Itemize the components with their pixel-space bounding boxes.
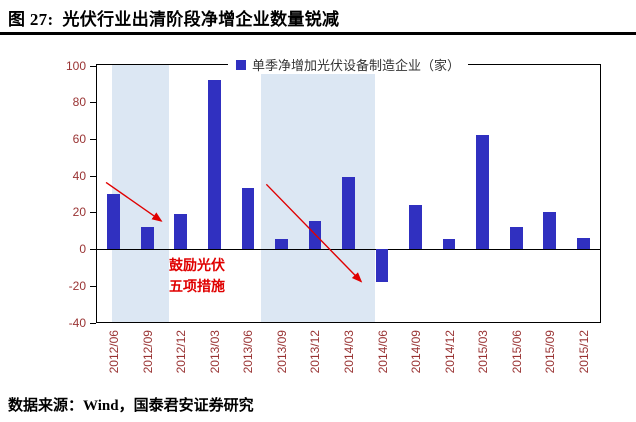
y-tick-label-40: 40 xyxy=(72,168,86,183)
x-tick-label-2013/06: 2013/06 xyxy=(241,330,256,374)
annotation-text: 鼓励光伏 五项措施 xyxy=(169,255,225,297)
x-tick-label-2012/12: 2012/12 xyxy=(174,330,189,374)
y-tick-label-80: 80 xyxy=(72,95,86,110)
x-axis-labels: 2012/06 2012/09 2012/12 2013/03 2013/06 2013/… xyxy=(96,330,601,390)
legend-label: 单季净增加光伏设备制造企业（家） xyxy=(251,58,461,73)
title-divider-rule xyxy=(0,32,636,35)
bar-2013/12 xyxy=(308,221,322,249)
y-tick-mark xyxy=(90,65,96,67)
y-tick-label-100: 100 xyxy=(65,58,86,73)
bar-2012/06 xyxy=(107,193,121,249)
bar-2013/09 xyxy=(275,239,288,249)
x-tick-label-2012/09: 2012/09 xyxy=(140,330,155,374)
y-axis-tick-marks xyxy=(90,64,96,324)
y-tick-mark xyxy=(90,285,96,287)
shaded-band-1 xyxy=(112,65,170,322)
x-tick-label-2013/12: 2013/12 xyxy=(308,330,323,374)
y-tick-label-0: 0 xyxy=(79,242,86,257)
x-tick-label-2015/12: 2015/12 xyxy=(576,330,591,374)
x-tick-label-2015/09: 2015/09 xyxy=(543,330,558,374)
y-tick-mark xyxy=(90,212,96,214)
y-tick-mark xyxy=(90,138,96,140)
bar-2014/03 xyxy=(342,176,355,249)
y-tick-label-20: 20 xyxy=(72,205,86,220)
x-tick-label-2015/03: 2015/03 xyxy=(476,330,491,374)
shaded-band-2 xyxy=(261,65,376,322)
y-tick-mark xyxy=(90,102,96,104)
zero-axis-line xyxy=(97,248,600,250)
bar-2014/06 xyxy=(375,248,389,282)
x-tick-label-2015/06: 2015/06 xyxy=(509,330,524,374)
y-tick-label--20: -20 xyxy=(68,278,86,293)
bar-2015/12 xyxy=(576,237,590,249)
bar-2014/09 xyxy=(409,204,422,249)
y-tick-label-60: 60 xyxy=(72,131,86,146)
x-tick-label-2012/06: 2012/06 xyxy=(107,330,122,374)
y-tick-label--40: -40 xyxy=(68,315,86,330)
legend-swatch-icon xyxy=(235,59,246,70)
y-axis-labels: 100 80 60 40 20 0 -20 -40 xyxy=(30,59,86,330)
y-tick-mark xyxy=(90,322,96,324)
x-tick-label-2014/09: 2014/09 xyxy=(409,330,424,374)
bar-2015/03 xyxy=(476,134,489,249)
bar-2015/06 xyxy=(509,226,523,249)
annotation-line-1: 鼓励光伏 xyxy=(169,257,225,273)
plot-area: 鼓励光伏 五项措施 xyxy=(96,64,601,323)
x-tick-label-2014/12: 2014/12 xyxy=(442,330,457,374)
chart-legend: 单季净增加光伏设备制造企业（家） xyxy=(227,55,469,74)
x-tick-label-2014/06: 2014/06 xyxy=(375,330,390,374)
bar-2012/09 xyxy=(140,226,154,249)
bar-2014/12 xyxy=(442,239,456,249)
bar-2013/06 xyxy=(241,187,255,249)
x-tick-label-2014/03: 2014/03 xyxy=(342,330,356,374)
bar-2012/12 xyxy=(174,213,188,249)
bar-2013/03 xyxy=(207,79,221,249)
y-tick-mark xyxy=(90,175,96,177)
bar-2015/09 xyxy=(543,211,557,249)
x-tick-label-2013/03: 2013/03 xyxy=(207,330,222,374)
data-source-note: 数据来源：Wind，国泰君安证券研究 xyxy=(8,398,254,414)
figure-title: 图 27: 光伏行业出清阶段净增企业数量锐减 xyxy=(8,10,340,29)
y-tick-mark xyxy=(90,249,96,251)
x-tick-label-2013/09: 2013/09 xyxy=(274,330,289,374)
annotation-line-2: 五项措施 xyxy=(169,278,225,294)
